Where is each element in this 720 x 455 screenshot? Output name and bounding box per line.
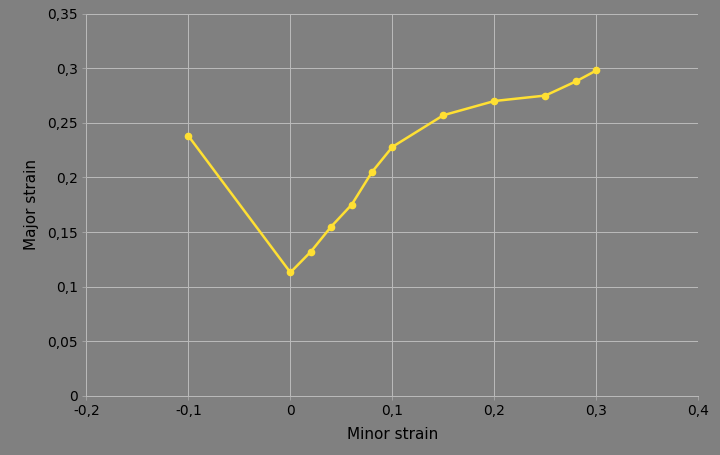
X-axis label: Minor strain: Minor strain xyxy=(347,426,438,441)
Y-axis label: Major strain: Major strain xyxy=(24,159,39,250)
